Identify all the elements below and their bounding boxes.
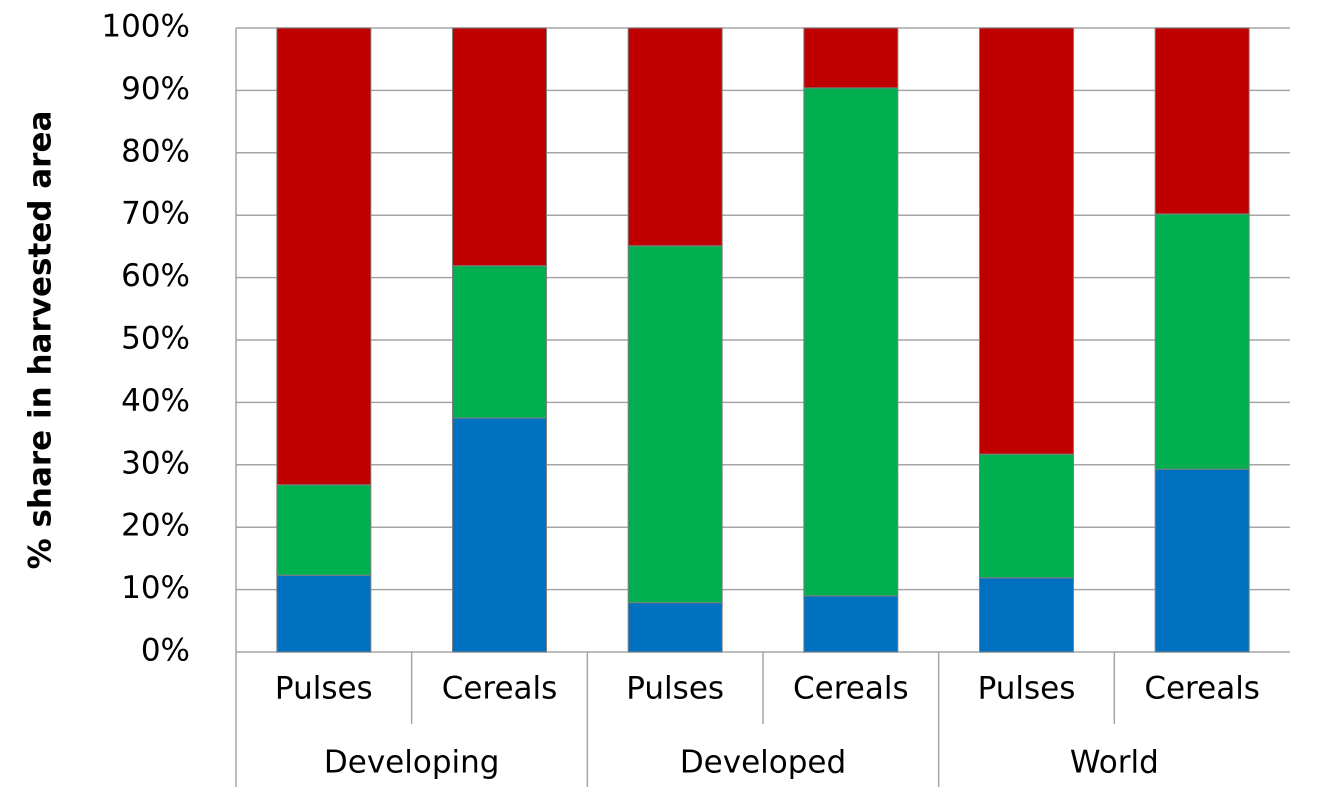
bar-segment xyxy=(1154,27,1250,215)
y-tick-label: 10% xyxy=(121,570,190,606)
x-tick-label: Pulses xyxy=(626,671,724,707)
y-tick-label: 40% xyxy=(121,383,190,419)
bar-segment xyxy=(803,595,899,653)
x-tick-label: Pulses xyxy=(978,671,1076,707)
x-tick-label: Cereals xyxy=(1144,671,1260,707)
bar-segment xyxy=(627,27,723,247)
bar-segment xyxy=(452,265,547,419)
x-tick-label: Pulses xyxy=(275,671,373,707)
y-tick-label: 80% xyxy=(121,133,190,169)
bar-segment xyxy=(979,453,1074,579)
y-tick-label: 70% xyxy=(121,196,190,232)
y-tick-label: 30% xyxy=(121,445,190,481)
x-tick-label: Cereals xyxy=(793,671,909,707)
bar-segment xyxy=(452,417,547,653)
bar-segment xyxy=(1154,468,1250,653)
group-label: World xyxy=(1070,745,1159,781)
bar-segment xyxy=(979,27,1074,455)
y-tick-label: 60% xyxy=(121,258,190,294)
group-label: Developing xyxy=(324,745,500,781)
y-axis-title: % share in harvested area xyxy=(23,111,59,570)
bar-segment xyxy=(627,602,723,653)
y-tick-label: 100% xyxy=(101,9,190,45)
bar-segment xyxy=(627,245,723,604)
bar-segment xyxy=(803,87,899,597)
bar-segment xyxy=(803,27,899,89)
group-label: Developed xyxy=(680,745,846,781)
bar-segment xyxy=(979,577,1074,653)
y-tick-label: 90% xyxy=(121,71,190,107)
bar-segment xyxy=(452,27,547,267)
bar-segment xyxy=(1154,213,1250,470)
y-tick-label: 20% xyxy=(121,508,190,544)
bar-segment xyxy=(276,27,372,486)
x-tick-label: Cereals xyxy=(442,671,558,707)
bar-segment xyxy=(276,574,372,653)
bar-segment xyxy=(276,484,372,576)
y-tick-label: 50% xyxy=(121,321,190,357)
y-tick-label: 0% xyxy=(141,633,190,669)
